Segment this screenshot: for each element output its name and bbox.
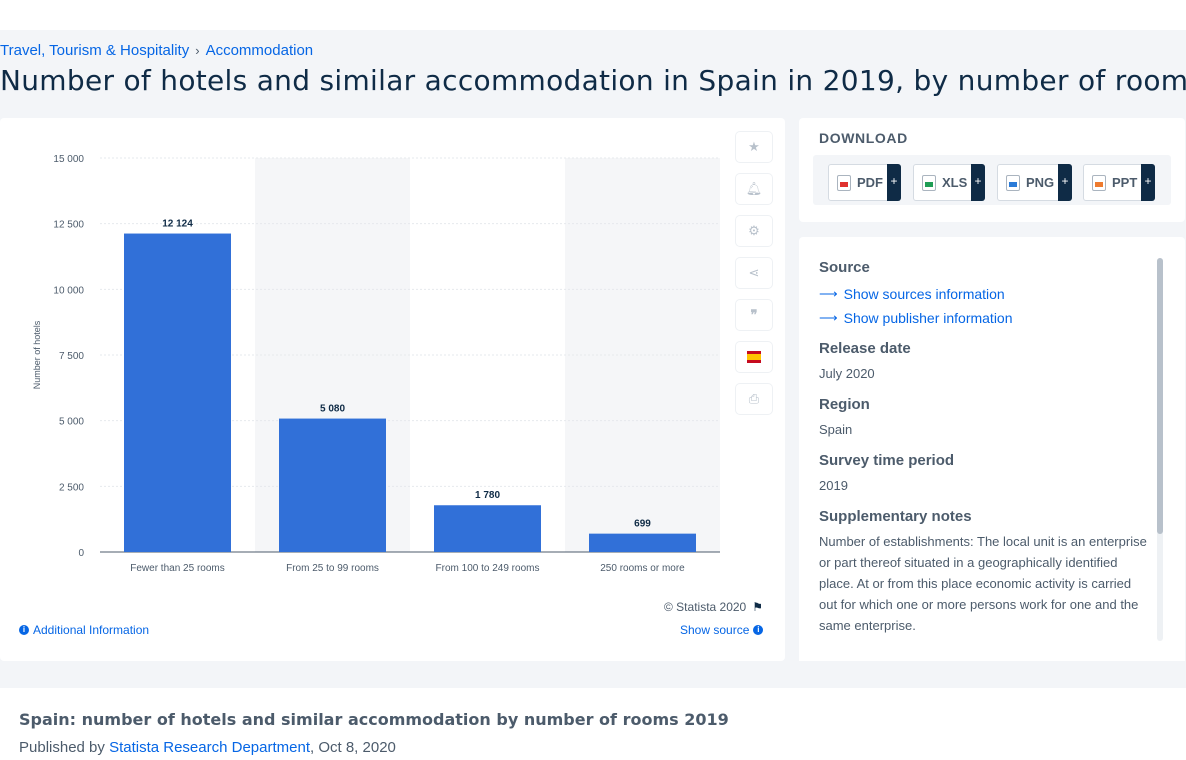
info-icon: i	[753, 625, 763, 635]
y-tick-label: 10 000	[53, 285, 84, 296]
x-tick-label: From 25 to 99 rooms	[286, 563, 379, 574]
data-label: 5 080	[320, 404, 345, 415]
info-icon: i	[19, 625, 29, 635]
download-xls-button[interactable]: XLS +	[913, 164, 985, 201]
bar-chart: 0 2 500 5 000 7 500 10 000 12 500 15 000 Number…	[0, 118, 785, 598]
breadcrumb-travel-link[interactable]: Travel, Tourism & Hospitality	[0, 42, 189, 59]
details-scrollbar-thumb[interactable]	[1157, 258, 1163, 534]
statistic-title: Spain: number of hotels and similar acco…	[19, 710, 729, 729]
download-pdf-label: PDF	[857, 175, 883, 190]
star-icon: ★	[748, 139, 760, 155]
xls-file-icon	[922, 175, 936, 191]
statista-credit: © Statista 2020 ⚑	[664, 600, 763, 614]
data-label: 699	[634, 519, 651, 530]
supplementary-notes-value: Number of establishments: The local unit…	[819, 531, 1149, 636]
download-png-button[interactable]: PNG +	[997, 164, 1072, 201]
additional-information-link[interactable]: i Additional Information	[19, 623, 149, 637]
show-sources-label: Show sources information	[844, 286, 1005, 302]
y-tick-label: 12 500	[53, 220, 84, 231]
release-date-heading: Release date	[819, 340, 1149, 357]
download-panel: DOWNLOAD PDF + XLS + PNG + PPT +	[799, 118, 1185, 222]
breadcrumb-separator: ›	[195, 43, 199, 58]
details-content: Source ⟶ Show sources information ⟶ Show…	[819, 259, 1149, 636]
published-prefix: Published by	[19, 739, 109, 756]
download-png-label: PNG	[1026, 175, 1054, 190]
region-button[interactable]	[736, 342, 772, 372]
bar	[279, 419, 386, 552]
show-publisher-label: Show publisher information	[844, 310, 1013, 326]
y-axis-label: Number of hotels	[32, 320, 42, 389]
source-heading: Source	[819, 259, 1149, 276]
credit-text: © Statista 2020	[664, 600, 746, 614]
ppt-file-icon	[1092, 175, 1106, 191]
favorite-button[interactable]: ★	[736, 132, 772, 162]
additional-information-label: Additional Information	[33, 623, 149, 637]
published-by: Published by Statista Research Departmen…	[19, 739, 396, 756]
y-tick-label: 15 000	[53, 154, 84, 165]
show-source-link[interactable]: Show source i	[680, 623, 763, 637]
bar	[434, 505, 541, 552]
release-date-value: July 2020	[819, 363, 1149, 384]
print-button[interactable]: ⎙	[736, 384, 772, 414]
download-ppt-button[interactable]: PPT +	[1083, 164, 1155, 201]
show-publisher-link[interactable]: ⟶ Show publisher information	[819, 306, 1149, 330]
print-icon: ⎙	[749, 391, 759, 407]
settings-button[interactable]: ⚙	[736, 216, 772, 246]
pdf-file-icon	[837, 175, 851, 191]
x-tick-label: Fewer than 25 rooms	[130, 563, 225, 574]
published-date: , Oct 8, 2020	[310, 739, 396, 756]
y-tick-label: 5 000	[59, 417, 84, 428]
spain-flag-icon	[747, 351, 761, 363]
notification-button[interactable]: 🔔︎	[736, 174, 772, 204]
x-tick-label: 250 rooms or more	[600, 563, 685, 574]
page-title: Number of hotels and similar accommodati…	[0, 64, 1186, 97]
y-tick-label: 2 500	[59, 482, 84, 493]
citation-button[interactable]: ❞	[736, 300, 772, 330]
y-tick-label: 0	[78, 548, 84, 559]
download-options: PDF + XLS + PNG + PPT +	[813, 155, 1171, 205]
survey-period-heading: Survey time period	[819, 452, 1149, 469]
top-bar	[0, 0, 1186, 30]
arrow-right-icon: ⟶	[819, 286, 838, 302]
share-button[interactable]: ⋖	[736, 258, 772, 288]
breadcrumb-accommodation-link[interactable]: Accommodation	[206, 42, 314, 59]
gear-icon: ⚙	[748, 223, 760, 239]
plus-icon: +	[887, 164, 901, 201]
show-source-label: Show source	[680, 623, 749, 637]
show-sources-link[interactable]: ⟶ Show sources information	[819, 282, 1149, 306]
statistic-details-panel: Source ⟶ Show sources information ⟶ Show…	[799, 237, 1185, 661]
publisher-link[interactable]: Statista Research Department	[109, 739, 310, 756]
report-flag-icon[interactable]: ⚑	[752, 600, 763, 614]
x-tick-label: From 100 to 249 rooms	[436, 563, 540, 574]
region-heading: Region	[819, 396, 1149, 413]
share-icon: ⋖	[749, 265, 760, 281]
quote-icon: ❞	[751, 307, 758, 323]
arrow-right-icon: ⟶	[819, 310, 838, 326]
y-tick-label: 7 500	[59, 351, 84, 362]
bell-icon: 🔔︎	[746, 181, 763, 197]
details-panel-bottom	[799, 640, 1185, 661]
png-file-icon	[1006, 175, 1020, 191]
supplementary-notes-heading: Supplementary notes	[819, 508, 1149, 525]
chart-card: 0 2 500 5 000 7 500 10 000 12 500 15 000 Number…	[0, 118, 785, 661]
download-xls-label: XLS	[942, 175, 967, 190]
chart-tools: ★ 🔔︎ ⚙ ⋖ ❞ ⎙	[736, 132, 772, 426]
data-label: 1 780	[475, 490, 500, 501]
bar	[124, 234, 231, 552]
download-ppt-label: PPT	[1112, 175, 1137, 190]
download-pdf-button[interactable]: PDF +	[828, 164, 901, 201]
breadcrumb: Travel, Tourism & Hospitality › Accommod…	[0, 42, 313, 59]
data-label: 12 124	[162, 219, 193, 230]
bar	[589, 534, 696, 552]
plus-icon: +	[1058, 164, 1072, 201]
survey-period-value: 2019	[819, 475, 1149, 496]
region-value: Spain	[819, 419, 1149, 440]
plus-icon: +	[971, 164, 985, 201]
plus-icon: +	[1141, 164, 1155, 201]
download-title: DOWNLOAD	[819, 130, 908, 146]
